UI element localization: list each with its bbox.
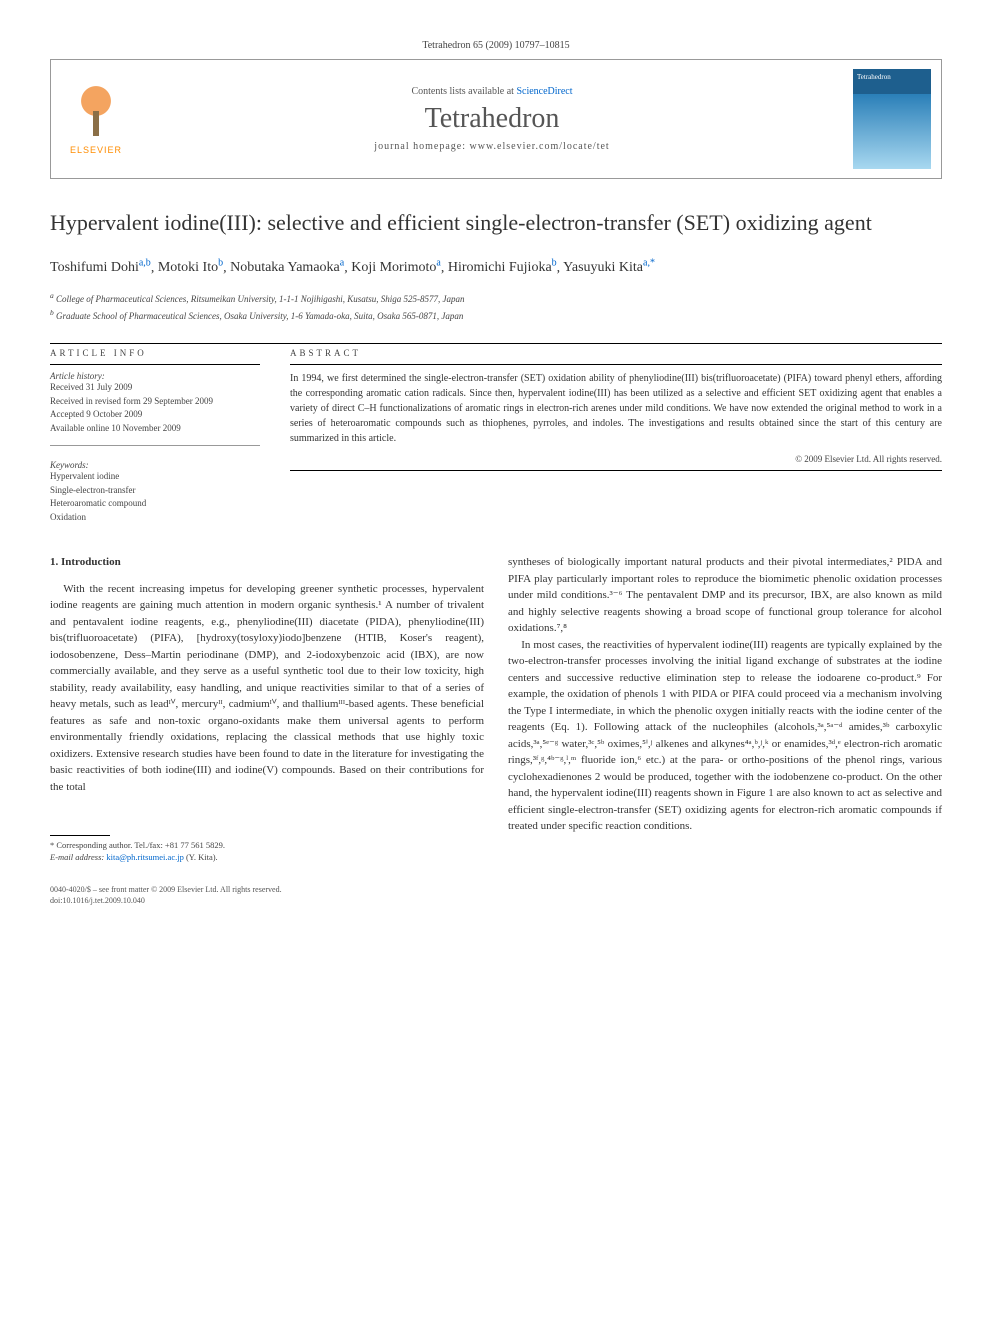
elsevier-label: ELSEVIER bbox=[70, 145, 122, 155]
contents-available-line: Contents lists available at ScienceDirec… bbox=[151, 86, 833, 97]
author[interactable]: Motoki Itob bbox=[158, 260, 223, 275]
history-item: Accepted 9 October 2009 bbox=[50, 408, 260, 422]
history-item: Available online 10 November 2009 bbox=[50, 422, 260, 436]
author-list: Toshifumi Dohia,b, Motoki Itob, Nobutaka… bbox=[50, 256, 942, 279]
divider bbox=[50, 343, 942, 344]
author[interactable]: Toshifumi Dohia,b bbox=[50, 260, 151, 275]
issn-line: 0040-4020/$ – see front matter © 2009 El… bbox=[50, 884, 942, 895]
homepage-url[interactable]: www.elsevier.com/locate/tet bbox=[470, 141, 610, 152]
article-title: Hypervalent iodine(III): selective and e… bbox=[50, 209, 942, 238]
affiliation-a: a College of Pharmaceutical Sciences, Ri… bbox=[50, 290, 942, 307]
sciencedirect-link[interactable]: ScienceDirect bbox=[516, 86, 572, 97]
email-link[interactable]: kita@ph.ritsumei.ac.jp bbox=[106, 852, 183, 862]
author[interactable]: Koji Morimotoa bbox=[351, 260, 441, 275]
keywords-label: Keywords: bbox=[50, 460, 260, 470]
citation-header: Tetrahedron 65 (2009) 10797–10815 bbox=[50, 40, 942, 51]
email-footnote: E-mail address: kita@ph.ritsumei.ac.jp (… bbox=[50, 852, 484, 864]
elsevier-logo[interactable]: ELSEVIER bbox=[51, 60, 141, 178]
keyword: Heteroaromatic compound bbox=[50, 497, 260, 511]
journal-homepage: journal homepage: www.elsevier.com/locat… bbox=[151, 141, 833, 152]
affiliation-b: b Graduate School of Pharmaceutical Scie… bbox=[50, 307, 942, 324]
abstract-column: ABSTRACT In 1994, we first determined th… bbox=[290, 348, 942, 524]
body-column-right: syntheses of biologically important natu… bbox=[508, 554, 942, 864]
page-footer: 0040-4020/$ – see front matter © 2009 El… bbox=[50, 884, 942, 906]
elsevier-tree-icon bbox=[71, 83, 121, 143]
keyword: Single-electron-transfer bbox=[50, 484, 260, 498]
history-item: Received 31 July 2009 bbox=[50, 381, 260, 395]
body-paragraph: With the recent increasing impetus for d… bbox=[50, 581, 484, 796]
journal-name: Tetrahedron bbox=[151, 103, 833, 135]
abstract-header: ABSTRACT bbox=[290, 348, 942, 360]
abstract-copyright: © 2009 Elsevier Ltd. All rights reserved… bbox=[290, 454, 942, 464]
keyword: Hypervalent iodine bbox=[50, 470, 260, 484]
keyword: Oxidation bbox=[50, 511, 260, 525]
history-label: Article history: bbox=[50, 371, 260, 381]
journal-banner: ELSEVIER Contents lists available at Sci… bbox=[50, 59, 942, 179]
homepage-prefix: journal homepage: bbox=[374, 141, 469, 152]
body-column-left: 1. Introduction With the recent increasi… bbox=[50, 554, 484, 864]
affiliations: a College of Pharmaceutical Sciences, Ri… bbox=[50, 290, 942, 323]
article-info-sidebar: ARTICLE INFO Article history: Received 3… bbox=[50, 348, 260, 524]
author[interactable]: Hiromichi Fujiokab bbox=[448, 260, 557, 275]
abstract-text: In 1994, we first determined the single-… bbox=[290, 371, 942, 446]
body-columns: 1. Introduction With the recent increasi… bbox=[50, 554, 942, 864]
cover-label: Tetrahedron bbox=[857, 73, 891, 81]
history-item: Received in revised form 29 September 20… bbox=[50, 395, 260, 409]
corresponding-author-footnote: * Corresponding author. Tel./fax: +81 77… bbox=[50, 840, 484, 852]
contents-prefix: Contents lists available at bbox=[411, 86, 516, 97]
author[interactable]: Nobutaka Yamaokaa bbox=[230, 260, 344, 275]
journal-cover-thumbnail[interactable]: Tetrahedron bbox=[853, 69, 931, 169]
section-heading: 1. Introduction bbox=[50, 554, 484, 571]
body-paragraph: syntheses of biologically important natu… bbox=[508, 554, 942, 637]
footnote-divider bbox=[50, 835, 110, 836]
author[interactable]: Yasuyuki Kitaa,* bbox=[563, 260, 655, 275]
body-paragraph: In most cases, the reactivities of hyper… bbox=[508, 637, 942, 835]
article-info-header: ARTICLE INFO bbox=[50, 348, 260, 360]
doi-line: doi:10.1016/j.tet.2009.10.040 bbox=[50, 895, 942, 906]
